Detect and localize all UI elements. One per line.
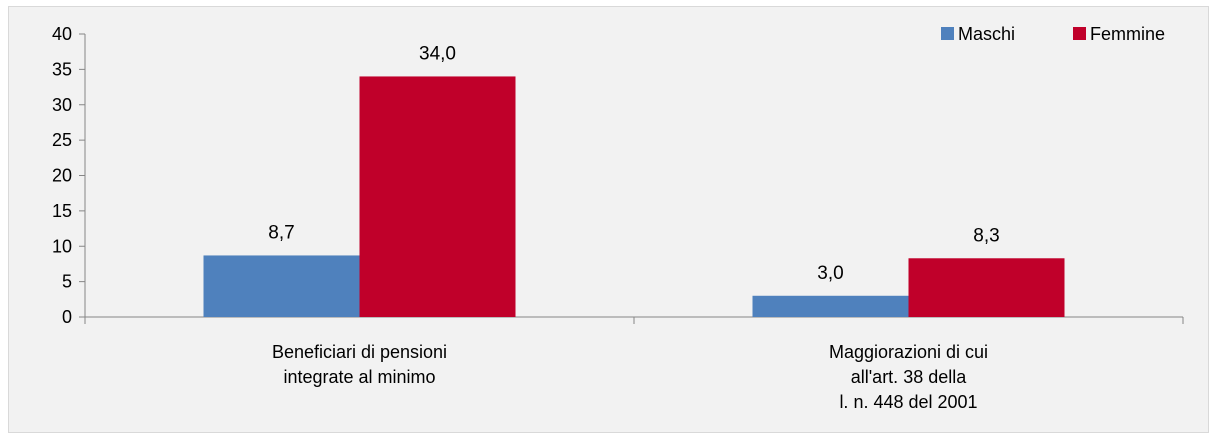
data-label: 3,0 — [817, 263, 843, 284]
x-category-label: l. n. 448 del 2001 — [839, 392, 977, 412]
data-label: 8,7 — [268, 222, 294, 243]
y-tick-label: 10 — [52, 236, 72, 256]
data-label: 8,3 — [973, 225, 999, 246]
chart-area — [8, 6, 1209, 433]
y-tick-label: 15 — [52, 201, 72, 221]
x-category-label: Beneficiari di pensioni — [272, 342, 447, 362]
bar-femmine-0 — [359, 76, 516, 317]
legend-label-maschi: Maschi — [958, 24, 1015, 44]
x-category-label: Maggiorazioni di cui — [829, 342, 988, 362]
y-tick-label: 0 — [62, 307, 72, 327]
y-tick-label: 30 — [52, 95, 72, 115]
legend-label-femmine: Femmine — [1090, 24, 1165, 44]
bar-maschi-1 — [752, 295, 909, 317]
data-label: 34,0 — [419, 43, 456, 64]
legend-swatch-maschi — [941, 27, 954, 40]
y-tick-label: 35 — [52, 59, 72, 79]
x-category-label: integrate al minimo — [283, 367, 435, 387]
y-tick-label: 20 — [52, 166, 72, 186]
bar-femmine-1 — [908, 258, 1065, 317]
y-tick-label: 25 — [52, 130, 72, 150]
bar-maschi-0 — [203, 255, 360, 317]
y-tick-label: 40 — [52, 24, 72, 44]
x-category-label: all'art. 38 della — [851, 367, 967, 387]
legend-swatch-femmine — [1073, 27, 1086, 40]
y-tick-label: 5 — [62, 272, 72, 292]
